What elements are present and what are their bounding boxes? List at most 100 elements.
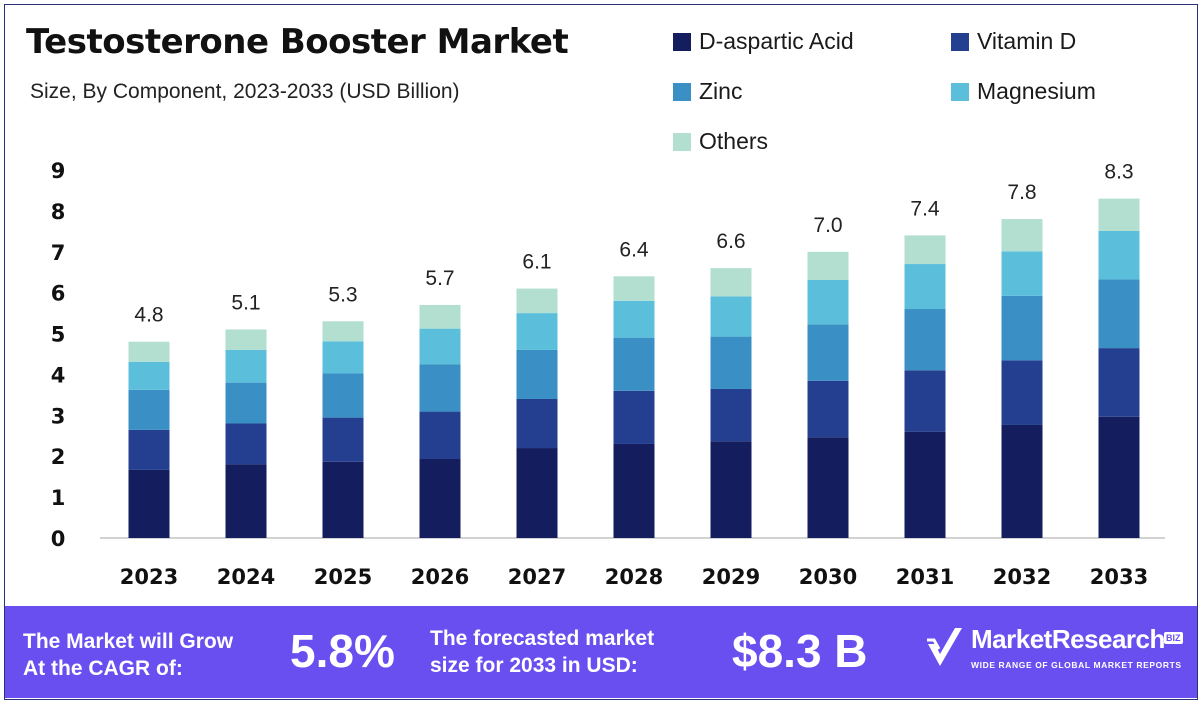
legend-item-vitamin-d: Vitamin D bbox=[951, 28, 1076, 55]
bar-segment-d-aspartic-acid-2030 bbox=[807, 437, 849, 538]
y-tick-label: 5 bbox=[51, 323, 66, 347]
bar-segment-zinc-2033 bbox=[1098, 279, 1140, 349]
y-tick-label: 7 bbox=[51, 241, 66, 265]
y-tick-label: 4 bbox=[51, 363, 66, 387]
bar-segment-vitamin-d-2033 bbox=[1098, 348, 1140, 417]
x-tick-label: 2031 bbox=[896, 565, 954, 589]
bar-segment-magnesium-2029 bbox=[710, 296, 752, 337]
x-tick-label: 2030 bbox=[799, 565, 857, 589]
stacked-bar-chart: 0 1 2 3 4 5 6 7 8 9 4.8 2023 5.1 2024 5.3 2025 5.7 2026 6.… bbox=[51, 159, 1165, 589]
bar-total-label: 8.3 bbox=[1104, 161, 1133, 184]
bar-segment-vitamin-d-2027 bbox=[516, 398, 558, 449]
bar-segment-d-aspartic-acid-2025 bbox=[322, 461, 364, 538]
bar-segment-others-2023 bbox=[128, 341, 170, 362]
bar-segment-vitamin-d-2029 bbox=[710, 388, 752, 442]
cagr-label-line1: The Market will Grow bbox=[23, 630, 234, 653]
bar-total-label: 6.1 bbox=[522, 251, 551, 274]
bar-segment-d-aspartic-acid-2029 bbox=[710, 441, 752, 538]
bar-segment-vitamin-d-2032 bbox=[1001, 360, 1043, 425]
bar-segment-zinc-2025 bbox=[322, 373, 364, 418]
legend-label: Zinc bbox=[699, 78, 743, 104]
y-tick-label: 8 bbox=[51, 200, 66, 224]
bar-segment-d-aspartic-acid-2026 bbox=[419, 458, 461, 538]
y-tick-label: 2 bbox=[51, 445, 66, 469]
bar-segment-d-aspartic-acid-2031 bbox=[904, 431, 946, 538]
legend-swatch bbox=[951, 32, 969, 51]
x-tick-label: 2026 bbox=[411, 565, 469, 589]
bar-segment-others-2029 bbox=[710, 268, 752, 297]
bar-segment-others-2032 bbox=[1001, 219, 1043, 252]
bar-segment-d-aspartic-acid-2023 bbox=[128, 469, 170, 538]
bar-segment-magnesium-2030 bbox=[807, 279, 849, 325]
bar-segment-d-aspartic-acid-2032 bbox=[1001, 424, 1043, 538]
bar-segment-d-aspartic-acid-2024 bbox=[225, 464, 267, 538]
bar-segment-d-aspartic-acid-2033 bbox=[1098, 416, 1140, 538]
bar-segment-vitamin-d-2026 bbox=[419, 411, 461, 459]
bar-segment-others-2033 bbox=[1098, 198, 1140, 231]
legend-label: Others bbox=[699, 128, 769, 154]
x-tick-label: 2024 bbox=[217, 565, 275, 589]
y-tick-label: 6 bbox=[51, 282, 66, 306]
x-tick-label: 2023 bbox=[120, 565, 178, 589]
bar-segment-zinc-2026 bbox=[419, 364, 461, 412]
bar-segment-zinc-2024 bbox=[225, 382, 267, 424]
x-tick-label: 2027 bbox=[508, 565, 566, 589]
forecast-value: $8.3 B bbox=[732, 625, 868, 677]
bar-segment-magnesium-2025 bbox=[322, 341, 364, 374]
bar-segment-magnesium-2023 bbox=[128, 361, 170, 390]
bar-total-label: 7.8 bbox=[1007, 181, 1036, 204]
legend-swatch bbox=[951, 82, 969, 101]
bar-total-label: 5.7 bbox=[425, 267, 454, 290]
brand-name: MarketResearch bbox=[971, 624, 1165, 654]
bar-segment-others-2031 bbox=[904, 235, 946, 265]
bar-total-label: 5.3 bbox=[328, 283, 357, 306]
bar-segment-vitamin-d-2025 bbox=[322, 417, 364, 462]
bar-segment-magnesium-2032 bbox=[1001, 251, 1043, 296]
y-tick-label: 1 bbox=[51, 486, 66, 510]
bar-segment-magnesium-2031 bbox=[904, 264, 946, 310]
bar-segment-magnesium-2027 bbox=[516, 313, 558, 350]
y-tick-label: 9 bbox=[51, 159, 66, 183]
legend-item-magnesium: Magnesium bbox=[951, 78, 1096, 105]
brand-tagline: WIDE RANGE OF GLOBAL MARKET REPORTS bbox=[971, 660, 1182, 670]
bar-segment-vitamin-d-2031 bbox=[904, 370, 946, 432]
x-tick-label: 2032 bbox=[993, 565, 1051, 589]
bar-segment-zinc-2030 bbox=[807, 324, 849, 381]
forecast-label: The forecasted market size for 2033 in U… bbox=[430, 625, 654, 679]
bar-segment-magnesium-2033 bbox=[1098, 230, 1140, 280]
x-tick-label: 2033 bbox=[1090, 565, 1148, 589]
bar-segment-others-2025 bbox=[322, 321, 364, 342]
bar-segment-others-2024 bbox=[225, 329, 267, 350]
legend-label: Magnesium bbox=[977, 78, 1096, 104]
legend-swatch bbox=[673, 132, 691, 151]
y-tick-label: 3 bbox=[51, 404, 66, 428]
bar-segment-d-aspartic-acid-2028 bbox=[613, 443, 655, 538]
legend-item-d-aspartic-acid: D-aspartic Acid bbox=[673, 28, 854, 55]
bar-segment-others-2030 bbox=[807, 251, 849, 280]
checkmark-icon bbox=[927, 628, 962, 666]
bar-segment-zinc-2028 bbox=[613, 337, 655, 391]
cagr-label: The Market will Grow At the CAGR of: bbox=[23, 628, 233, 682]
cagr-value: 5.8% bbox=[290, 625, 395, 677]
x-tick-label: 2029 bbox=[702, 565, 760, 589]
bar-segment-vitamin-d-2024 bbox=[225, 423, 267, 465]
bar-segment-magnesium-2028 bbox=[613, 300, 655, 338]
bar-segment-magnesium-2024 bbox=[225, 349, 267, 383]
bar-total-label: 6.4 bbox=[619, 238, 649, 261]
x-tick-label: 2028 bbox=[605, 565, 663, 589]
chart-frame bbox=[4, 4, 1198, 700]
x-tick-label: 2025 bbox=[314, 565, 372, 589]
brand-suffix: BIZ bbox=[1164, 632, 1183, 644]
brand-logo: MarketResearch BIZ WIDE RANGE OF GLOBAL … bbox=[925, 622, 1190, 682]
bar-total-label: 7.0 bbox=[813, 214, 842, 237]
y-tick-label: 0 bbox=[51, 527, 66, 551]
bar-segment-others-2027 bbox=[516, 288, 558, 314]
legend-item-others: Others bbox=[673, 128, 768, 155]
bar-segment-others-2028 bbox=[613, 276, 655, 301]
bar-segment-zinc-2032 bbox=[1001, 295, 1043, 361]
bar-total-label: 5.1 bbox=[231, 291, 260, 314]
cagr-label-line2: At the CAGR of: bbox=[23, 657, 183, 680]
legend-swatch bbox=[673, 32, 691, 51]
forecast-label-line2: size for 2033 in USD: bbox=[430, 654, 638, 677]
bar-segment-vitamin-d-2023 bbox=[128, 429, 170, 470]
